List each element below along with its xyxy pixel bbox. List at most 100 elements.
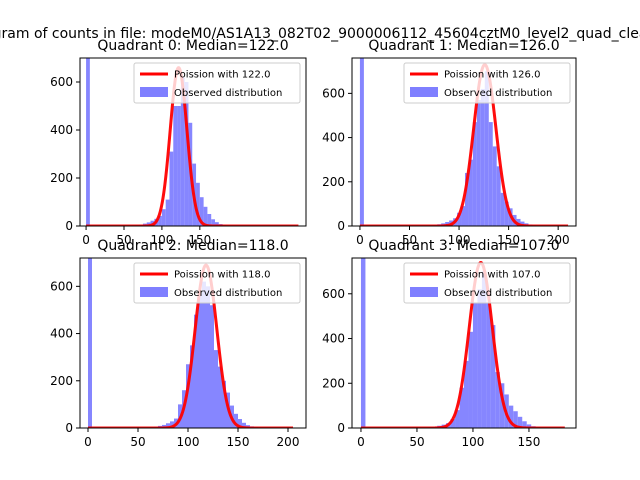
legend: Poission with 107.0 Observed distribution — [403, 262, 571, 304]
subplot-quadrant-2: 0 50 100 150 200 0 200 400 600 Quadrant 2: Median… — [50, 238, 307, 449]
histogram-bar — [359, 58, 364, 226]
poisson-curve — [87, 263, 294, 428]
y-tick-label: 400 — [322, 332, 345, 346]
plot-area — [87, 258, 294, 428]
histogram-bar — [242, 422, 246, 428]
histogram-bar — [468, 159, 473, 226]
y-tick-label: 600 — [50, 279, 73, 293]
legend-label-observed: Observed distribution — [444, 288, 552, 299]
histogram-bar — [481, 271, 487, 428]
subplot-title: Quadrant 1: Median=126.0 — [368, 38, 559, 54]
histogram-bar — [450, 419, 456, 428]
x-tick-label: 150 — [188, 233, 211, 247]
histogram-bar — [360, 258, 366, 428]
histogram-bar — [499, 383, 505, 428]
y-tick-label: 600 — [322, 287, 345, 301]
plot-area — [84, 58, 300, 226]
histogram-bar — [199, 197, 204, 226]
histogram-bar — [492, 146, 497, 226]
legend: Poission with 126.0 Observed distribution — [403, 62, 571, 104]
subplot-quadrant-1: 0 50 100 150 200 0 200 400 600 Quadrant 1: Median… — [322, 38, 577, 247]
legend-bar-swatch — [140, 87, 168, 97]
histogram-bar — [170, 421, 174, 428]
y-tick-label: 0 — [65, 219, 73, 233]
x-tick-label: 50 — [402, 233, 417, 247]
x-tick-label: 200 — [277, 435, 300, 449]
axes-frame — [351, 257, 577, 429]
legend: Poission with 118.0 Observed distribution — [133, 262, 301, 304]
histogram-bar — [486, 302, 491, 428]
histogram-bar — [161, 209, 166, 226]
histogram-bar — [455, 410, 460, 428]
x-tick-label: 0 — [357, 435, 365, 449]
histogram-bar — [520, 221, 525, 226]
histogram-bar — [513, 411, 518, 428]
x-tick-label: 100 — [448, 233, 471, 247]
histogram-bar — [214, 222, 219, 226]
figure-suptitle: Histogram of counts in file: modeM0/AS1A… — [0, 26, 640, 42]
histogram-bar — [468, 331, 473, 428]
histogram-bar — [496, 166, 501, 226]
histogram-bar — [495, 372, 500, 428]
poisson-curve — [84, 66, 300, 226]
histogram-bar — [218, 366, 222, 428]
histogram-bar — [480, 88, 485, 226]
y-tick-label: 400 — [50, 123, 73, 137]
x-tick-label: 200 — [547, 233, 570, 247]
histogram-bar — [459, 387, 464, 428]
histogram-bar — [490, 325, 496, 428]
histogram-bar — [464, 360, 469, 428]
axes-frame — [79, 57, 307, 227]
histogram-bar — [166, 423, 170, 428]
histogram-bar — [508, 405, 514, 428]
histogram-bar — [488, 122, 493, 226]
histogram-bar — [173, 106, 178, 226]
legend-label-poisson: Poission with 118.0 — [174, 270, 270, 281]
x-tick-label: 100 — [462, 435, 485, 449]
axes-frame — [79, 257, 307, 429]
histogram-bar — [169, 151, 174, 226]
histogram-bar — [472, 302, 478, 428]
y-tick-label: 200 — [322, 376, 345, 390]
legend-label-poisson: Poission with 126.0 — [444, 70, 540, 81]
legend-label-observed: Observed distribution — [174, 288, 282, 299]
x-tick-label: 100 — [150, 233, 173, 247]
plot-area — [360, 258, 566, 428]
histogram-bar — [504, 201, 509, 226]
histogram-bar — [196, 182, 200, 226]
histogram-bar — [477, 289, 482, 428]
histogram-bar — [516, 218, 521, 226]
legend-box — [133, 62, 301, 104]
y-tick-label: 0 — [65, 421, 73, 435]
x-tick-label: 150 — [227, 435, 250, 449]
histogram-bar — [190, 345, 194, 428]
axes-frame — [351, 57, 577, 227]
subplot-title: Quadrant 3: Median=107.0 — [368, 238, 559, 254]
histogram-bar — [522, 421, 527, 428]
y-tick-label: 200 — [50, 374, 73, 388]
subplot-quadrant-3: 0 50 100 150 0 200 400 600 Quadrant 3: Median=10… — [322, 238, 577, 449]
legend-bar-swatch — [410, 87, 438, 97]
histogram-bar — [206, 286, 210, 428]
x-tick-label: 0 — [84, 435, 92, 449]
histogram-bar — [158, 215, 162, 226]
histogram-bar — [198, 293, 202, 428]
histogram-bar — [222, 380, 226, 428]
histogram-bar — [184, 82, 189, 226]
y-tick-label: 200 — [50, 171, 73, 185]
histogram-bar — [203, 206, 208, 226]
histogram-bar — [194, 314, 198, 428]
x-tick-label: 150 — [497, 233, 520, 247]
histogram-bar — [472, 122, 477, 226]
histogram-bar — [214, 350, 218, 428]
y-tick-label: 400 — [50, 327, 73, 341]
y-tick-label: 0 — [337, 421, 345, 435]
legend-label-poisson: Poission with 122.0 — [174, 70, 270, 81]
histogram-bar — [234, 413, 238, 428]
legend-box — [403, 62, 571, 104]
x-tick-label: 50 — [116, 233, 131, 247]
legend-bar-swatch — [140, 287, 168, 297]
histogram-bar — [526, 424, 532, 428]
y-tick-label: 0 — [337, 219, 345, 233]
